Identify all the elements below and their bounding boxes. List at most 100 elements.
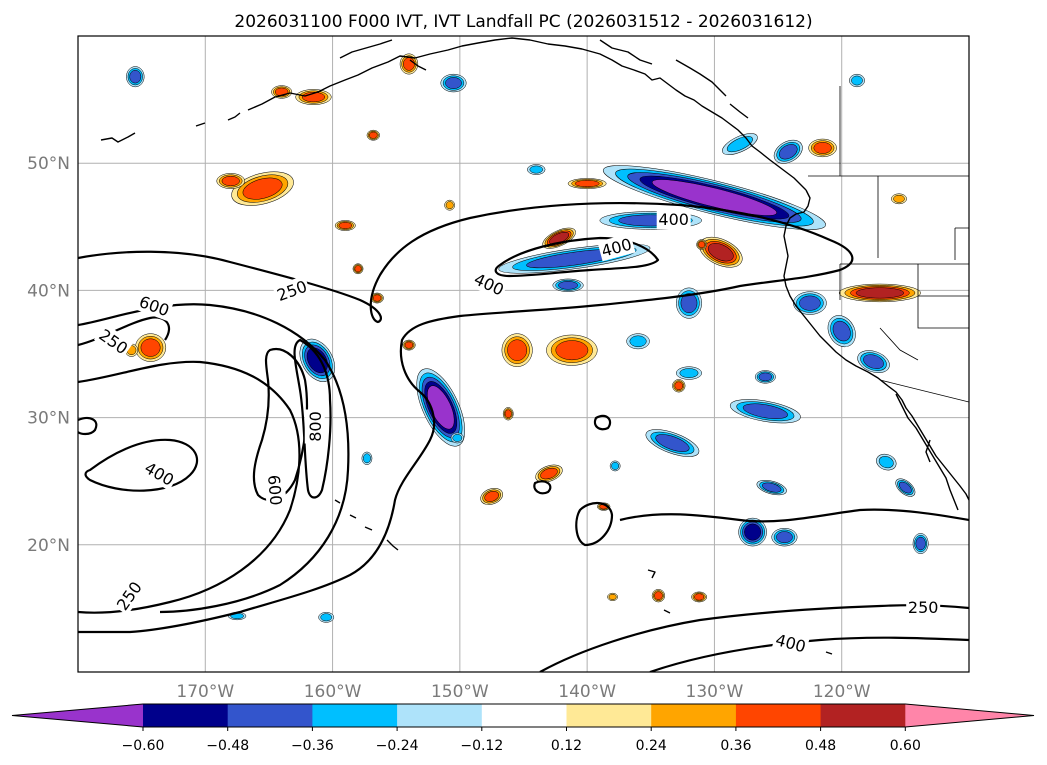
contour-250-southeast-lower [649, 636, 969, 672]
negative-anomaly-blob [318, 611, 335, 623]
anomaly-contour-fill [726, 136, 753, 153]
anomaly-contour-fill [679, 368, 699, 378]
colorbar-segment [312, 704, 398, 727]
positive-anomaly-blob [567, 178, 607, 189]
anomaly-contour-fill [129, 70, 142, 84]
contour-600-inner [252, 347, 309, 502]
anomaly-contour-fill [893, 194, 905, 203]
us-state-borders [839, 86, 969, 403]
positive-anomaly-blob [402, 339, 416, 351]
contour-600-ring [78, 303, 350, 614]
anomaly-contour-fill [507, 339, 528, 361]
negative-anomaly-blob [552, 278, 584, 292]
negative-anomaly-blob [609, 460, 621, 472]
positive-anomaly-blob [231, 171, 294, 206]
colorbar-tick-label: 0.60 [890, 738, 921, 754]
anomaly-contour-fill [354, 265, 362, 273]
contour-label-bg [597, 233, 636, 262]
positive-anomaly-blob [607, 592, 618, 602]
map-frame [77, 35, 970, 673]
negative-anomaly-blob [675, 287, 702, 319]
anomaly-contour-fill [504, 409, 512, 419]
colorbar-segment [651, 704, 737, 727]
contour-label-bg [771, 628, 810, 657]
baja-california [895, 393, 959, 511]
colorbar-tick-label: 0.12 [551, 738, 582, 754]
coastlines [100, 37, 969, 655]
negative-anomaly-blob [771, 528, 798, 547]
anomaly-contour-fill [855, 287, 905, 299]
positive-anomaly-blob [696, 239, 708, 250]
positive-anomaly-blob [216, 173, 245, 189]
anomaly-contour-fill [651, 179, 777, 216]
negative-anomaly-blob [602, 165, 826, 230]
anomaly-contour-fill [140, 338, 161, 357]
anomaly-contour-fill [221, 175, 240, 187]
negative-anomaly-blob [729, 399, 801, 424]
contour-label-bg [110, 576, 147, 616]
contour-label-text: 600 [264, 474, 286, 506]
positive-anomaly-blob [271, 85, 293, 99]
colorbar-segment [397, 704, 483, 727]
positive-anomaly-blob [808, 138, 837, 158]
contour-400-ring [78, 360, 301, 614]
positive-anomaly-blob [135, 333, 167, 362]
contour-label: 250 [272, 275, 312, 306]
anomaly-contour-fill [445, 201, 454, 210]
positive-anomaly-blob [295, 89, 332, 105]
negative-anomaly-blob [773, 139, 803, 164]
positive-anomaly-blob [691, 591, 708, 603]
negative-anomaly-blob [827, 315, 856, 348]
hawaii-islands [334, 499, 399, 551]
positive-anomaly-blob [444, 199, 456, 211]
positive-anomaly-blob [838, 283, 921, 303]
contour-label-text: 800 [306, 411, 325, 442]
colorbar-tick-label: 0.36 [720, 738, 751, 754]
contour-label-bg [906, 597, 941, 618]
anomaly-contour-fill [762, 482, 782, 493]
negative-anomaly-blob [126, 66, 145, 88]
latitude-tick-label: 20°N [27, 536, 70, 556]
contour-label-bg [263, 472, 287, 508]
alaska-coastline [100, 37, 807, 191]
contour-label: 400 [469, 267, 509, 301]
colorbar-segment [735, 704, 822, 727]
positive-anomaly-blob [352, 263, 364, 275]
contour-250-main [78, 201, 854, 634]
negative-anomaly-blob [756, 480, 787, 496]
contour-label: 600 [263, 472, 287, 508]
negative-anomaly-blob [450, 432, 464, 444]
anomaly-contour-fill [484, 491, 499, 502]
longitude-tick-label: 130°W [686, 682, 744, 702]
anomaly-contour-fill [242, 177, 283, 200]
latitude-tick-label: 30°N [27, 409, 70, 429]
positive-anomaly-blob [651, 589, 666, 603]
anomaly-contour-fill [555, 340, 589, 361]
colorbar-segment [566, 704, 652, 727]
contour-800 [293, 338, 332, 499]
negative-anomaly-blob [361, 451, 373, 465]
contour-250-south-east [619, 508, 969, 523]
negative-anomaly-blob [857, 350, 890, 373]
anomaly-contour-fill [742, 403, 788, 419]
anomaly-contour-fill [898, 481, 912, 494]
map-gridlines [78, 36, 969, 672]
anomaly-contour-fill [629, 335, 647, 348]
colorbar-tick-label: 0.24 [636, 738, 667, 754]
contour-label-bg [469, 267, 509, 301]
contour-small-loop-1 [575, 502, 614, 547]
anomaly-contour-fill [654, 591, 663, 600]
political-borders [808, 86, 969, 403]
anomaly-contour-fill [674, 381, 684, 391]
colorbar-tick-label: −0.48 [206, 738, 249, 754]
positive-anomaly-blob [891, 193, 907, 205]
contour-400-inner-left [84, 438, 199, 492]
negative-anomaly-blob [645, 429, 700, 457]
negative-anomaly-blob [527, 164, 546, 175]
negative-anomaly-blob [876, 453, 897, 471]
negative-anomaly-blob [849, 73, 865, 88]
contour-label: 400 [656, 209, 691, 230]
contour-250-small-left [78, 416, 98, 436]
negative-anomaly-blob [793, 291, 827, 315]
